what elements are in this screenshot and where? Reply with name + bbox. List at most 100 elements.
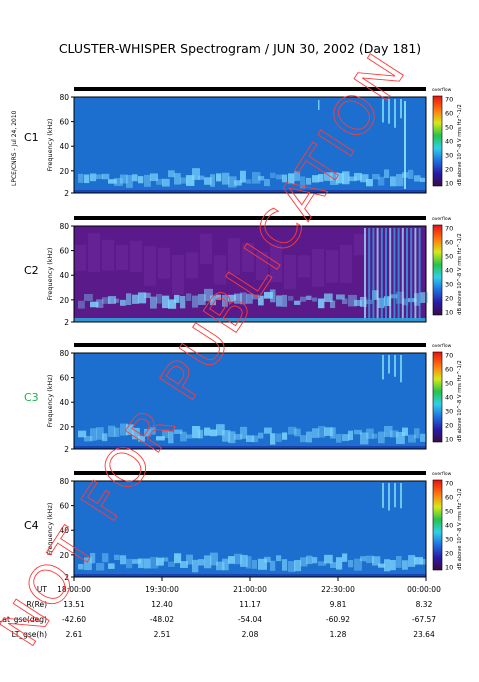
ephemeris-value: -60.92 bbox=[326, 615, 350, 624]
ephemeris-row-label: LT_gse(h) bbox=[12, 630, 47, 639]
colorbar-tick-label: 10 bbox=[445, 436, 453, 444]
ephemeris-table: 18:00:00 13.51 -42.60 2.61 19:30:00 12.40 -48.… bbox=[0, 577, 441, 639]
x-tick-label: 18:00:00 bbox=[57, 585, 91, 594]
panel-c2: 2 20 40 60 80 Frequency (kHz) C2 overflow 10 20 30… bbox=[24, 216, 463, 327]
panel-header-bar bbox=[74, 343, 426, 347]
ephemeris-value: 2.08 bbox=[242, 630, 259, 639]
colorbar-tick-label: 20 bbox=[445, 166, 453, 174]
spacecraft-label: C1 bbox=[24, 131, 39, 144]
colorbar-tick-label: 50 bbox=[445, 253, 453, 261]
colorbar-tick-label: 30 bbox=[445, 281, 453, 289]
colorbar-top-label: overflow bbox=[432, 471, 452, 477]
spacecraft-label: C3 bbox=[24, 391, 39, 404]
figure-title: CLUSTER-WHISPER Spectrogram / JUN 30, 20… bbox=[59, 41, 421, 56]
emission-band bbox=[74, 99, 426, 193]
colorbar-tick-label: 10 bbox=[445, 180, 453, 188]
panel-header-bar bbox=[74, 471, 426, 475]
panel-frame bbox=[73, 225, 427, 323]
panel-header-bar bbox=[74, 87, 426, 91]
ephemeris-row-label: Lat_gse(deg) bbox=[0, 615, 47, 624]
y-tick-label: 40 bbox=[59, 398, 69, 407]
colorbar-tick-label: 40 bbox=[445, 394, 453, 402]
colorbar-label: dB above 10^-8 V rms Hz^-1/2 bbox=[457, 488, 463, 570]
panel-header-bar bbox=[74, 216, 426, 220]
colorbar-top-label: overflow bbox=[432, 216, 452, 222]
ephemeris-value: -42.60 bbox=[62, 615, 86, 624]
panels: 2 20 40 60 80 Frequency (kHz) C1 overflow 10 20 30… bbox=[24, 87, 463, 582]
y-tick-label: 20 bbox=[59, 167, 69, 176]
ephemeris-value: 2.51 bbox=[154, 630, 171, 639]
ephemeris-value: 2.61 bbox=[66, 630, 83, 639]
colorbar-label: dB above 10^-8 V rms Hz^-1/2 bbox=[457, 360, 463, 442]
colorbar-tick-label: 50 bbox=[445, 124, 453, 132]
panel-frame bbox=[73, 96, 427, 194]
y-tick-label: 20 bbox=[59, 551, 69, 560]
x-tick-label: 00:00:00 bbox=[407, 585, 441, 594]
ephemeris-value: 12.40 bbox=[151, 600, 173, 609]
side-label: LPCE/CNRS - Jul 24, 2010 bbox=[11, 110, 18, 186]
ephemeris-value: 8.32 bbox=[416, 600, 433, 609]
y-axis-label: Frequency (kHz) bbox=[46, 119, 54, 172]
colorbar-label: dB above 10^-8 V rms Hz^-1/2 bbox=[457, 233, 463, 315]
emission-band bbox=[74, 228, 429, 322]
ephemeris-value: -48.02 bbox=[150, 615, 174, 624]
ephemeris-value: 23.64 bbox=[413, 630, 435, 639]
y-tick-label: 80 bbox=[59, 477, 69, 486]
ephemeris-row-label: UT bbox=[37, 585, 47, 594]
y-tick-label: 80 bbox=[59, 222, 69, 231]
y-tick-label: 20 bbox=[59, 296, 69, 305]
colorbar-tick-label: 30 bbox=[445, 152, 453, 160]
ephemeris-value: 13.51 bbox=[63, 600, 85, 609]
x-tick-label: 22:30:00 bbox=[321, 585, 355, 594]
colorbar-tick-label: 50 bbox=[445, 380, 453, 388]
ephemeris-value: 9.81 bbox=[330, 600, 347, 609]
colorbar-tick-label: 30 bbox=[445, 408, 453, 416]
colorbar bbox=[432, 224, 443, 316]
y-tick-label: 60 bbox=[59, 374, 69, 383]
colorbar-tick-label: 40 bbox=[445, 522, 453, 530]
y-tick-label: 40 bbox=[59, 142, 69, 151]
x-tick-label: 21:00:00 bbox=[233, 585, 267, 594]
panel-c1: 2 20 40 60 80 Frequency (kHz) C1 overflow 10 20 30… bbox=[24, 87, 463, 198]
colorbar-top-label: overflow bbox=[432, 87, 452, 93]
colorbar-tick-label: 50 bbox=[445, 508, 453, 516]
ephemeris-value: -67.57 bbox=[412, 615, 436, 624]
colorbar-tick-label: 60 bbox=[445, 239, 453, 247]
ephemeris-row-label: R(Re) bbox=[26, 600, 47, 609]
ephemeris-value: 1.28 bbox=[330, 630, 347, 639]
colorbar-tick-label: 60 bbox=[445, 494, 453, 502]
y-tick-label: 2 bbox=[64, 573, 69, 582]
colorbar-tick-label: 60 bbox=[445, 366, 453, 374]
emission-band bbox=[74, 355, 427, 449]
colorbar bbox=[432, 351, 443, 443]
y-tick-label: 2 bbox=[64, 445, 69, 454]
colorbar bbox=[432, 479, 443, 571]
y-tick-label: 20 bbox=[59, 423, 69, 432]
y-tick-label: 60 bbox=[59, 502, 69, 511]
y-tick-label: 60 bbox=[59, 118, 69, 127]
colorbar-tick-label: 20 bbox=[445, 295, 453, 303]
colorbar-tick-label: 70 bbox=[445, 96, 453, 104]
colorbar-tick-label: 10 bbox=[445, 564, 453, 572]
colorbar-tick-label: 40 bbox=[445, 267, 453, 275]
colorbar-tick-label: 60 bbox=[445, 110, 453, 118]
panel-c4: 2 20 40 60 80 Frequency (kHz) C4 overflow 10 20 30… bbox=[24, 471, 463, 582]
colorbar-tick-label: 20 bbox=[445, 550, 453, 558]
ephemeris-value: 11.17 bbox=[239, 600, 261, 609]
emission-band bbox=[74, 483, 426, 577]
y-tick-label: 60 bbox=[59, 247, 69, 256]
colorbar-tick-label: 70 bbox=[445, 352, 453, 360]
colorbar bbox=[432, 95, 443, 187]
y-axis-label: Frequency (kHz) bbox=[46, 375, 54, 428]
y-tick-label: 2 bbox=[64, 318, 69, 327]
colorbar-top-label: overflow bbox=[432, 343, 452, 349]
panel-c3: 2 20 40 60 80 Frequency (kHz) C3 overflow 10 20 30… bbox=[24, 343, 463, 454]
colorbar-tick-label: 20 bbox=[445, 422, 453, 430]
colorbar-tick-label: 70 bbox=[445, 480, 453, 488]
x-tick-label: 19:30:00 bbox=[145, 585, 179, 594]
y-tick-label: 40 bbox=[59, 526, 69, 535]
colorbar-tick-label: 40 bbox=[445, 138, 453, 146]
colorbar-tick-label: 10 bbox=[445, 309, 453, 317]
